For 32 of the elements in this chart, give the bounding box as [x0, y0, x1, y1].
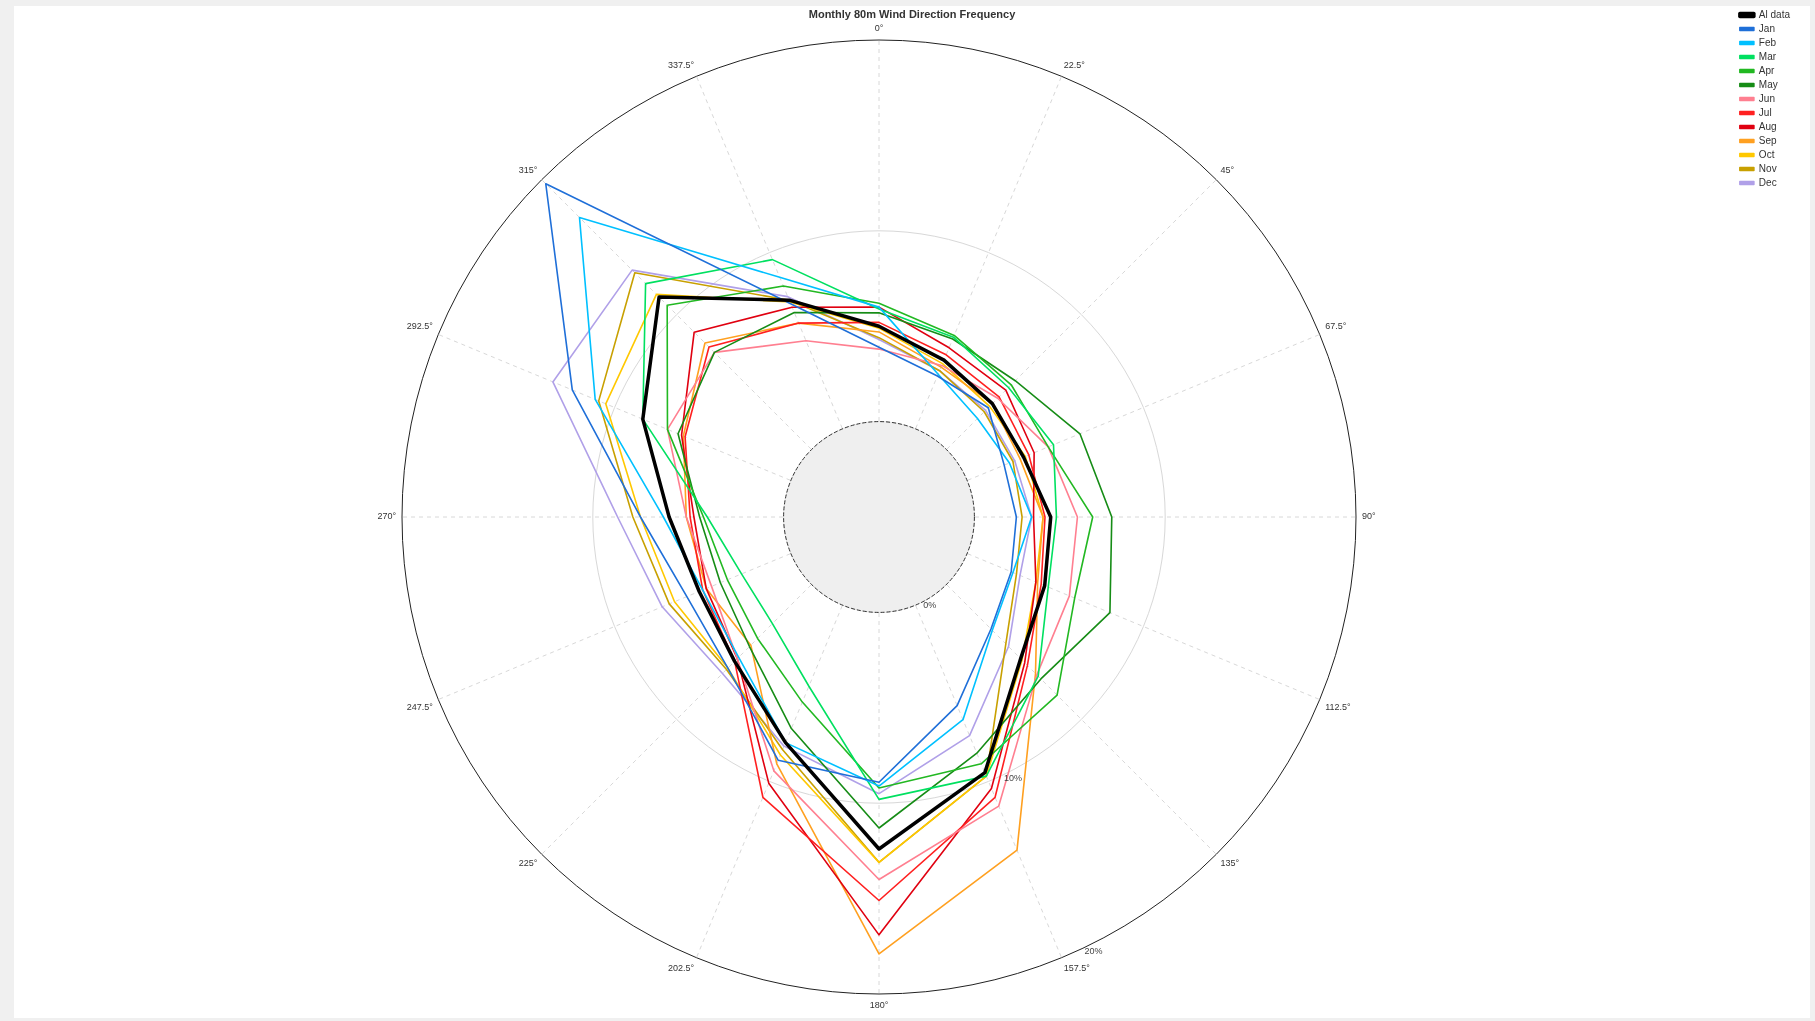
legend-label: Feb: [1758, 36, 1777, 48]
spoke-label: 135°: [1220, 858, 1240, 869]
spoke-label: 22.5°: [1063, 59, 1086, 70]
legend-label: May: [1758, 78, 1778, 90]
spoke-label: 225°: [518, 858, 538, 869]
spoke-label: 157.5°: [1063, 963, 1091, 974]
spoke-label: 247.5°: [406, 701, 434, 712]
spoke-label: 315°: [518, 164, 538, 175]
chart-title: Monthly 80m Wind Direction Frequency: [808, 7, 1017, 20]
legend-label: Jan: [1758, 22, 1775, 34]
legend-label: Aug: [1758, 120, 1777, 132]
spoke-label: 90°: [1362, 511, 1377, 522]
spoke-label: 180°: [869, 999, 889, 1010]
spoke-label: 202.5°: [668, 963, 695, 974]
spoke-label: 112.5°: [1325, 701, 1352, 712]
spoke-label: 45°: [1220, 164, 1235, 175]
legend-label: Dec: [1758, 176, 1777, 188]
y-tick-label: 0%: [923, 599, 937, 610]
legend-label: Jul: [1758, 106, 1772, 118]
y-tick-label: 20%: [1084, 945, 1103, 956]
spoke-label: 67.5°: [1325, 321, 1347, 332]
legend-label: Apr: [1758, 64, 1776, 76]
legend-label: Al data: [1758, 8, 1791, 20]
legend-label: Sep: [1758, 134, 1778, 146]
spoke-label: 0°: [874, 23, 884, 34]
legend-label: Jun: [1758, 92, 1775, 104]
legend-label: Mar: [1758, 50, 1777, 62]
legend-label: Nov: [1758, 162, 1777, 174]
spoke-label: 270°: [377, 511, 397, 522]
legend-label: Oct: [1758, 148, 1775, 160]
spoke-label: 292.5°: [406, 321, 434, 332]
spoke-label: 337.5°: [668, 59, 695, 70]
